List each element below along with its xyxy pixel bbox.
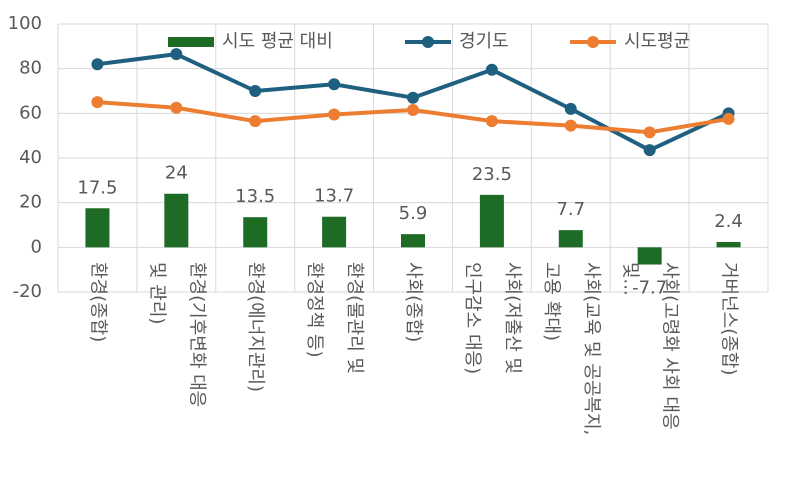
value-label: 5.9 xyxy=(399,203,428,224)
x-tick-label: 사회(교육 및 공공복지,고용 확대) xyxy=(541,262,602,435)
bar xyxy=(637,247,662,265)
bar xyxy=(322,216,347,248)
value-label: 23.5 xyxy=(472,164,512,185)
marker xyxy=(485,115,498,128)
x-tick-label-group: 거버넌스(종합) xyxy=(719,262,740,375)
legend-marker xyxy=(587,36,599,48)
marker xyxy=(564,119,577,132)
marker xyxy=(91,58,104,71)
y-tick-label: 60 xyxy=(19,102,42,123)
x-tick-label: 환경(종합) xyxy=(87,262,108,342)
marker xyxy=(722,112,735,125)
x-tick-label: 환경(기후변화 대응및 관리) xyxy=(146,262,207,407)
bar xyxy=(558,230,583,248)
marker xyxy=(170,48,183,61)
x-tick-label: 사회(고령화 사회 대응및... xyxy=(620,262,681,430)
y-tick-label: 0 xyxy=(31,236,42,257)
legend-label: 시도 평균 대비 xyxy=(222,31,333,52)
value-label: 2.4 xyxy=(714,211,743,232)
y-tick-label: 40 xyxy=(19,147,42,168)
bar xyxy=(716,241,741,248)
marker xyxy=(485,63,498,76)
x-tick-label: 환경(에너지관리) xyxy=(245,262,266,392)
marker xyxy=(249,115,262,128)
marker xyxy=(407,91,419,104)
marker xyxy=(564,102,577,115)
marker xyxy=(643,144,656,157)
value-label: 13.5 xyxy=(235,186,275,207)
x-tick-label-group: 사회(교육 및 공공복지,고용 확대) xyxy=(541,262,602,435)
marker xyxy=(328,108,341,121)
bar xyxy=(401,234,425,248)
y-tick-label: 100 xyxy=(8,13,42,34)
x-tick-label-group: 사회(저출산 및인구감소 대응) xyxy=(462,262,523,374)
x-tick-label: 사회(종합) xyxy=(403,262,424,342)
legend-swatch xyxy=(168,37,214,47)
marker xyxy=(643,126,656,139)
y-tick-label: -20 xyxy=(13,281,42,302)
value-label: 7.7 xyxy=(556,199,585,220)
marker xyxy=(91,96,104,109)
value-label: 17.5 xyxy=(77,177,117,198)
x-tick-label: 환경(물관리 및환경정책 등) xyxy=(304,262,365,374)
x-tick-label-group: 환경(물관리 및환경정책 등) xyxy=(304,262,365,374)
marker xyxy=(407,103,419,116)
marker xyxy=(328,78,341,91)
bar xyxy=(479,194,504,248)
legend-marker xyxy=(422,36,434,48)
bar xyxy=(243,217,268,248)
value-label: 24 xyxy=(165,163,188,184)
marker xyxy=(249,85,262,97)
bar xyxy=(164,193,189,248)
legend-label: 시도평균 xyxy=(624,31,690,52)
y-tick-label: 80 xyxy=(19,58,42,79)
x-tick-label-group: 사회(종합) xyxy=(403,262,424,342)
x-tick-label-group: 환경(기후변화 대응및 관리) xyxy=(146,262,207,407)
y-tick-label: 20 xyxy=(19,192,42,213)
x-tick-label: 거버넌스(종합) xyxy=(719,262,740,375)
bar xyxy=(85,208,110,248)
value-label: 13.7 xyxy=(314,186,354,207)
x-tick-label-group: 환경(에너지관리) xyxy=(245,262,266,392)
x-tick-label-group: 환경(종합) xyxy=(87,262,108,342)
marker xyxy=(170,101,183,114)
legend-label: 경기도 xyxy=(459,31,509,52)
x-tick-label: 사회(저출산 및인구감소 대응) xyxy=(462,262,523,374)
x-tick-label-group: 사회(고령화 사회 대응및... xyxy=(620,262,681,430)
value-label: -7.7 xyxy=(632,278,667,299)
